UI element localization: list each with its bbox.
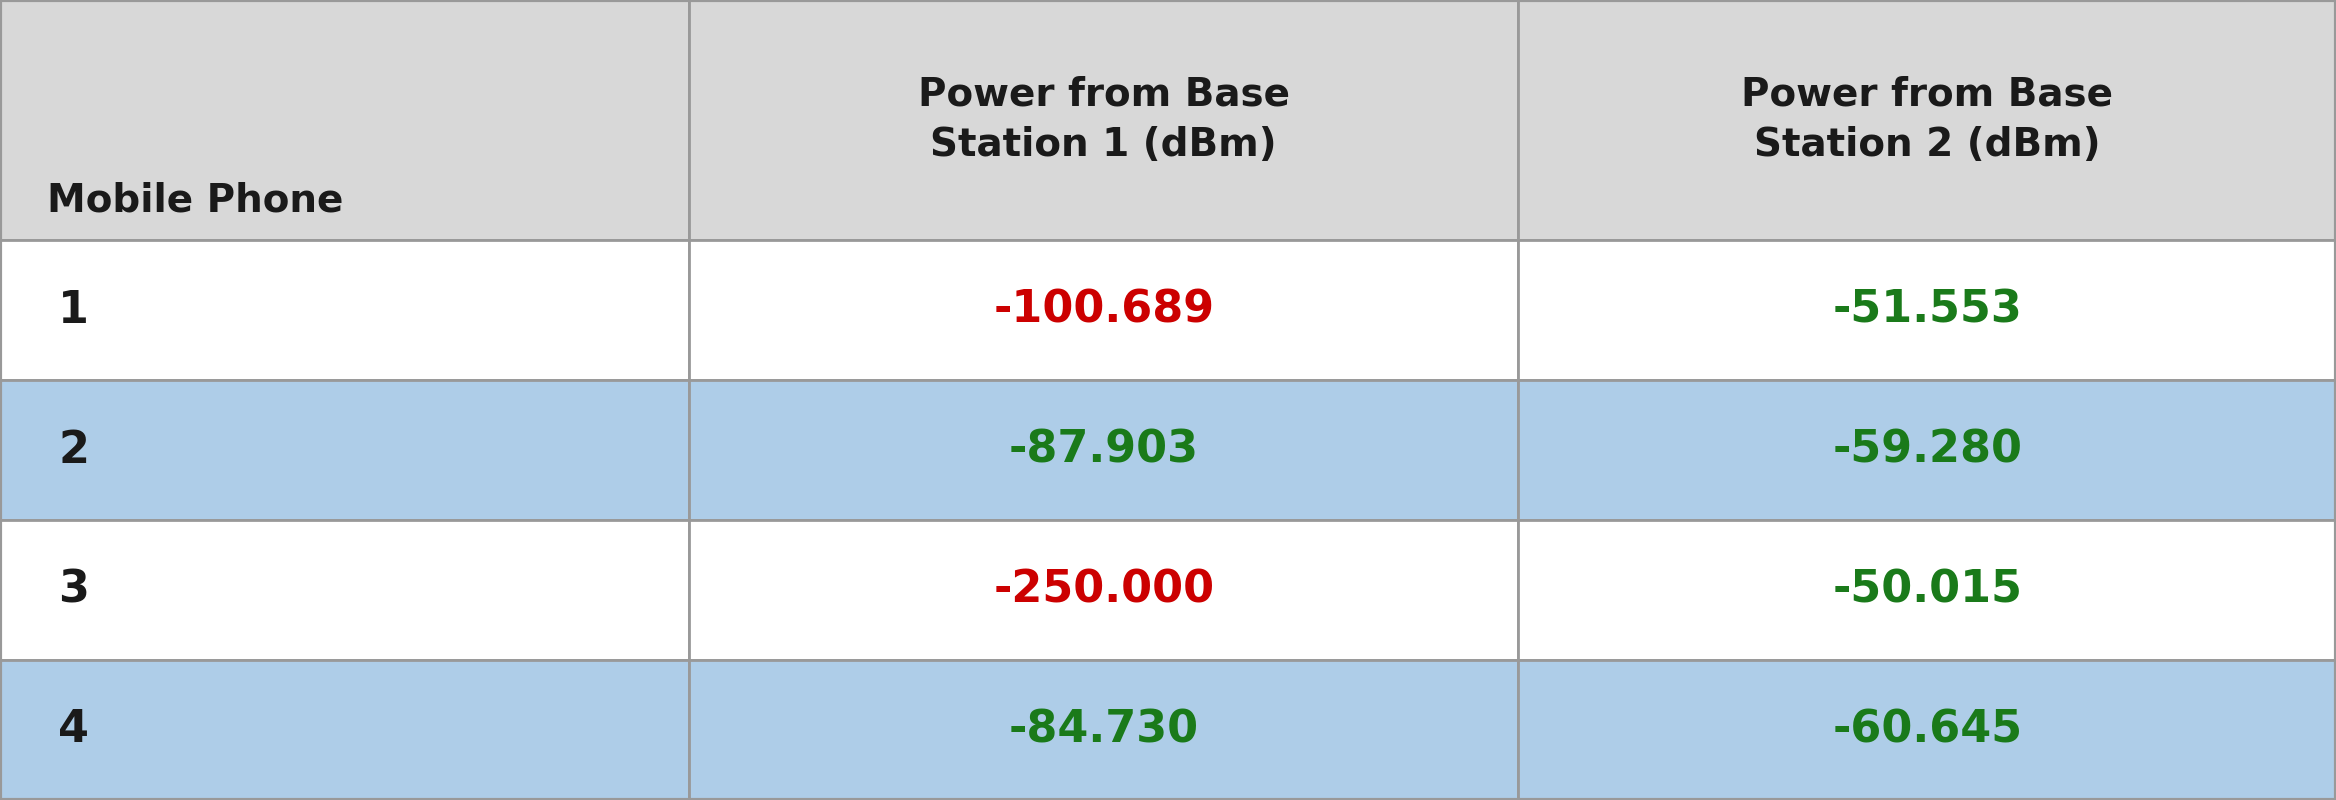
Text: -250.000: -250.000 <box>993 569 1215 611</box>
Bar <box>689 520 1518 660</box>
Bar <box>0 240 689 380</box>
Bar <box>689 0 1518 240</box>
Bar <box>0 380 689 520</box>
Text: -84.730: -84.730 <box>1009 709 1198 751</box>
Bar <box>689 240 1518 380</box>
Text: -60.645: -60.645 <box>1831 709 2023 751</box>
Text: 3: 3 <box>58 569 89 611</box>
Text: -59.280: -59.280 <box>1831 429 2023 471</box>
Text: 2: 2 <box>58 429 89 471</box>
Text: 1: 1 <box>58 289 89 331</box>
Bar <box>0 520 689 660</box>
Bar <box>1518 240 2336 380</box>
Bar <box>689 380 1518 520</box>
Bar <box>1518 0 2336 240</box>
Text: Mobile Phone: Mobile Phone <box>47 182 343 220</box>
Text: -100.689: -100.689 <box>993 289 1215 331</box>
Bar <box>1518 380 2336 520</box>
Bar <box>0 0 689 240</box>
Bar <box>0 660 689 800</box>
Text: -50.015: -50.015 <box>1831 569 2023 611</box>
Text: -51.553: -51.553 <box>1831 289 2023 331</box>
Text: Power from Base
Station 2 (dBm): Power from Base Station 2 (dBm) <box>1740 76 2114 164</box>
Bar <box>689 660 1518 800</box>
Bar <box>1518 520 2336 660</box>
Bar <box>1518 660 2336 800</box>
Text: -87.903: -87.903 <box>1009 429 1198 471</box>
Text: 4: 4 <box>58 709 89 751</box>
Text: Power from Base
Station 1 (dBm): Power from Base Station 1 (dBm) <box>918 76 1289 164</box>
